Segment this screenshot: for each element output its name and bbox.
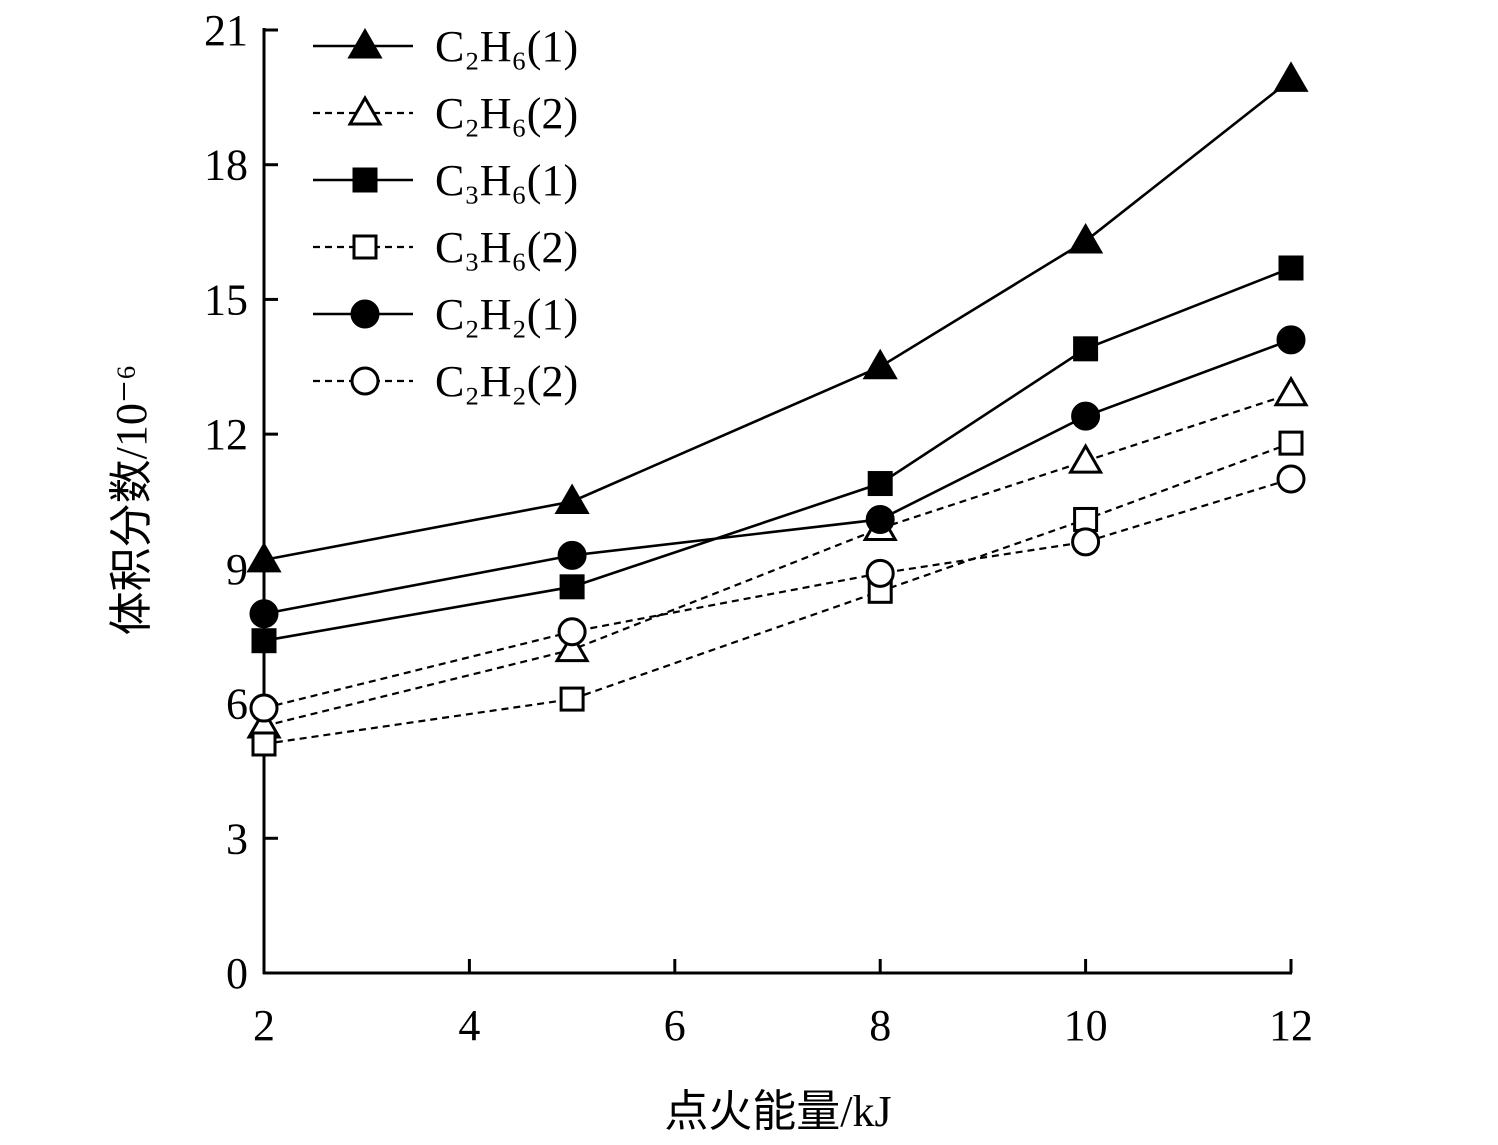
data-point <box>1278 255 1304 281</box>
series-line <box>263 392 1292 728</box>
legend-marker <box>352 234 378 260</box>
data-point <box>1068 223 1104 254</box>
data-point <box>249 693 279 723</box>
data-point <box>1276 325 1306 355</box>
data-point <box>862 348 898 380</box>
y-tick-label: 6 <box>226 680 248 729</box>
x-tick-label: 4 <box>458 1001 480 1050</box>
legend-entry: C₂H₂(1) <box>313 290 578 339</box>
x-tick-label: 10 <box>1064 1001 1108 1050</box>
x-tick-label: 6 <box>664 1001 686 1050</box>
data-point <box>1073 506 1099 532</box>
x-tick-label: 2 <box>253 1001 275 1050</box>
data-point <box>867 471 893 497</box>
y-tick-label: 15 <box>204 275 248 324</box>
y-tick-label: 0 <box>226 949 248 998</box>
series-line <box>263 78 1292 562</box>
data-point <box>1071 527 1101 557</box>
data-point <box>559 686 585 712</box>
data-point <box>1273 375 1309 407</box>
data-point <box>554 483 590 514</box>
series-2 <box>246 375 1309 739</box>
y-tick-label: 3 <box>226 814 248 863</box>
legend-label: C₂H₂(2) <box>435 357 578 406</box>
legend-label: C₂H₂(1) <box>435 290 578 339</box>
axes <box>262 28 1292 975</box>
data-point <box>865 504 895 534</box>
series-line <box>263 442 1292 746</box>
data-point <box>559 574 585 600</box>
data-point <box>249 599 279 629</box>
data-point <box>1273 61 1309 92</box>
legend-entry: C₂H₆(2) <box>313 89 578 138</box>
data-point <box>557 540 587 570</box>
legend-marker <box>347 94 383 126</box>
legend-label: C₂H₆(1) <box>435 22 578 71</box>
legend-entry: C₃H₆(2) <box>313 223 578 272</box>
series-line <box>263 338 1292 616</box>
legend-label: C₃H₆(2) <box>435 223 578 272</box>
x-axis-label: 点火能量/kJ <box>664 1087 891 1136</box>
data-point <box>1068 443 1104 474</box>
series-line <box>263 477 1292 710</box>
series-4 <box>251 430 1304 757</box>
y-tick-label: 21 <box>204 6 248 55</box>
data-point <box>246 541 282 573</box>
series-6 <box>249 464 1306 723</box>
data-point <box>1276 464 1306 494</box>
y-tick-label: 12 <box>204 410 248 459</box>
data-point <box>1278 430 1304 456</box>
y-tick-label: 9 <box>226 545 248 594</box>
data-point <box>865 558 895 588</box>
legend-label: C₂H₆(2) <box>435 89 578 138</box>
y-tick-label: 18 <box>204 141 248 190</box>
series-1 <box>246 61 1309 573</box>
series-3 <box>251 255 1304 654</box>
data-point <box>557 617 587 647</box>
series-5 <box>249 325 1306 629</box>
legend-marker <box>352 167 378 193</box>
legend-marker <box>350 299 380 329</box>
legend-entry: C₃H₆(1) <box>313 156 578 205</box>
y-axis-label: 体积分数/10⁻⁶ <box>107 365 156 636</box>
data-point <box>1073 336 1099 362</box>
legend-entry: C₂H₂(2) <box>313 357 578 406</box>
data-point <box>251 731 277 757</box>
legend-entry: C₂H₆(1) <box>313 22 578 71</box>
data-point <box>1071 401 1101 431</box>
legend-marker <box>350 366 380 396</box>
legend-marker <box>347 27 383 59</box>
legend-label: C₃H₆(1) <box>435 156 578 205</box>
x-tick-label: 8 <box>869 1001 891 1050</box>
data-point <box>251 628 277 654</box>
data-point <box>554 631 590 663</box>
x-tick-label: 12 <box>1269 1001 1313 1050</box>
